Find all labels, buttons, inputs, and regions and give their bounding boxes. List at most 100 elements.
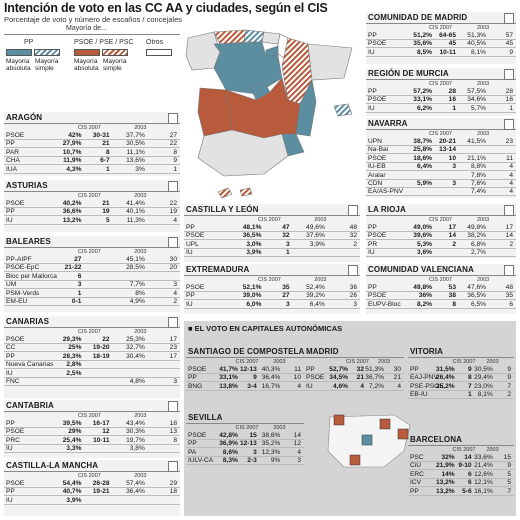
cis-seats: 5-6 — [462, 487, 472, 495]
previous-seats: 9 — [507, 366, 511, 373]
coat-of-arms-icon — [504, 69, 514, 80]
panel-aragon: ARAGÓN CIS 2007 2003 PSOE 42% 30-31 37,7% 27 PP 2… — [4, 112, 180, 176]
cis-percent: 8,5% — [416, 48, 432, 56]
panel-sevilla: SEVILLA CIS 2007 2003 PSOE 42,8% 15 38,6% 14 PP 3… — [186, 412, 304, 470]
cis-percent: 6,2% — [416, 104, 432, 112]
party-name: PSOE — [306, 374, 325, 382]
previous-percent: 49,6% — [306, 224, 325, 231]
previous-seats: 6 — [509, 300, 513, 308]
table-row: PP 13,2% 5-6 16,1% 7 — [408, 488, 514, 496]
cis-percent: 3,6% — [416, 249, 432, 257]
column-header-2003: 2003 — [134, 329, 147, 335]
table-row: PP 39,0% 27 39,2% 26 — [184, 292, 360, 301]
cis-percent: 31,5% — [435, 366, 455, 373]
cis-percent: 49,8% — [413, 284, 432, 291]
party-name: PSM-Verds — [6, 289, 40, 297]
cis-percent: 8,3% — [222, 457, 238, 465]
region-name: EXTREMADURA — [186, 265, 250, 274]
cis-percent: 29% — [68, 428, 82, 436]
previous-percent: 4,8% — [129, 378, 145, 385]
previous-percent: 33,6% — [474, 454, 493, 461]
table-row: IUA 4,3% 1 3% 1 — [4, 166, 180, 174]
table-row: PP-AIPF 27 45,1% 30 — [4, 256, 180, 264]
cis-seats: 13-14 — [439, 146, 456, 154]
previous-percent: 57,5% — [467, 88, 486, 95]
cis-seats: 22 — [102, 336, 110, 343]
cis-percent: 34,5% — [329, 374, 348, 382]
table-row: EM-EU 0-1 4,9% 2 — [4, 298, 180, 306]
previous-seats: 3 — [353, 300, 357, 308]
previous-percent: 35,2% — [261, 440, 281, 448]
legend-swatch-psoe-simple — [102, 49, 128, 56]
cis-seats: 53 — [448, 284, 456, 291]
previous-percent: 38,6% — [261, 432, 281, 439]
party-name: PP — [6, 352, 15, 360]
table-row: PP 49,0% 17 49,8% 17 — [366, 224, 516, 232]
table-row: PSOE 29,3% 22 25,3% 17 — [4, 336, 180, 344]
party-name: ICV — [410, 479, 421, 487]
coat-of-arms-icon — [168, 181, 178, 192]
party-name: IU — [6, 445, 13, 453]
previous-seats: 19 — [169, 208, 177, 216]
party-name: PP — [410, 366, 419, 373]
coat-of-arms-icon — [168, 317, 178, 328]
party-name: PSOE — [368, 154, 387, 162]
cis-percent: 3,3% — [66, 445, 82, 453]
table-row: PP 33,1% 9 36,4% 10 — [186, 374, 304, 383]
cis-percent: 13,2% — [62, 216, 82, 224]
region-header: SANTIAGO DE COMPOSTELA — [186, 346, 304, 358]
cis-seats: 27 — [282, 292, 290, 300]
previous-seats: 2 — [173, 298, 177, 305]
region-name: REGIÓN DE MURCIA — [368, 69, 449, 78]
previous-percent: 7,6% — [470, 180, 486, 187]
cis-seats: 21 — [102, 200, 110, 207]
cis-percent: 52,7% — [329, 366, 348, 373]
column-header-cis: CIS 2007 — [346, 359, 369, 365]
previous-seats: 8 — [173, 436, 177, 444]
map-cataluna — [307, 43, 353, 81]
party-name: IUA — [6, 165, 17, 173]
legend-swatch-psoe-absoluta — [74, 49, 100, 56]
table-row: UPL 3,0% 3 3,9% 2 — [184, 241, 360, 249]
coat-of-arms-icon — [168, 401, 178, 412]
cis-seats: 6 — [467, 470, 472, 478]
party-name: PSOE — [368, 96, 387, 104]
table-row: IU 6,2% 1 5,7% 1 — [366, 105, 516, 113]
cis-percent: 21,9% — [435, 462, 455, 470]
column-header-2003: 2003 — [477, 217, 490, 223]
previous-percent: 7,4% — [470, 188, 486, 196]
cis-percent: 25,8% — [413, 146, 432, 154]
coat-of-arms-icon — [168, 461, 178, 472]
cis-percent: 4,3% — [66, 165, 82, 173]
previous-percent: 51,3% — [365, 366, 384, 373]
party-name: PP-AIPF — [6, 256, 32, 263]
party-name: PSOE — [368, 292, 387, 300]
party-name: EB-IU — [410, 391, 428, 399]
capitals-panel: ■ EL VOTO EN CAPITALES AUTONÓMICAS — [184, 321, 516, 516]
previous-seats: 48 — [349, 224, 357, 231]
party-name: PSOE-EpC — [6, 264, 40, 272]
previous-percent: 30,3% — [126, 428, 145, 436]
column-header-2003: 2003 — [134, 193, 147, 199]
cis-seats: 10-11 — [93, 436, 110, 444]
previous-seats: 11 — [294, 366, 301, 373]
region-name: VITORIA — [410, 347, 444, 356]
region-header: EXTREMADURA — [184, 264, 360, 276]
region-header: NAVARRA — [366, 118, 516, 130]
capital-marker-barcelona — [397, 428, 409, 440]
page-subtitle: Porcentaje de voto y número de escaños /… — [4, 15, 183, 24]
cis-percent: 13,8% — [219, 382, 238, 390]
party-name: CHA — [6, 157, 20, 165]
table-row: PP 31,5% 9 30,5% 9 — [408, 366, 514, 374]
table-row: IU 8,5% 10-11 8,1% 9 — [366, 49, 516, 57]
cis-percent: 5,3% — [416, 240, 432, 248]
legend-label-absoluta: Mayoría absoluta — [6, 58, 31, 72]
previous-percent: 37,6% — [306, 232, 325, 240]
previous-seats: 12 — [293, 440, 301, 448]
previous-percent: 37,7% — [126, 132, 145, 139]
region-name: CANTABRIA — [6, 401, 54, 410]
previous-seats: 35 — [505, 292, 513, 300]
previous-seats: 17 — [169, 336, 177, 343]
party-name: IU — [306, 382, 313, 390]
party-name: IU — [6, 496, 13, 504]
